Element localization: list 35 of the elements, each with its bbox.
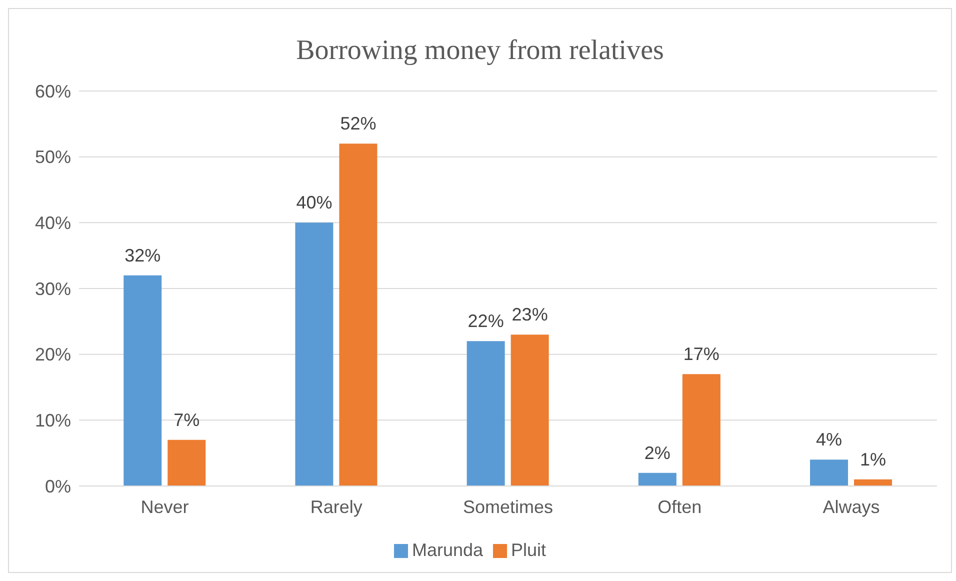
x-tick-label: Often: [658, 496, 702, 517]
bar: [810, 460, 848, 486]
data-label: 52%: [340, 114, 376, 134]
x-tick-label: Sometimes: [462, 496, 554, 517]
data-label: 32%: [124, 245, 161, 266]
chart-title: Borrowing money from relatives: [295, 35, 665, 67]
legend-label: Pluit: [511, 540, 546, 560]
bar: [295, 222, 334, 486]
bar: [124, 275, 162, 486]
bar: [510, 334, 549, 486]
data-label: 2%: [644, 442, 670, 463]
y-tick-label: 50%: [34, 147, 71, 168]
data-label: 22%: [468, 311, 504, 332]
bar: [682, 374, 720, 486]
data-label: 1%: [860, 449, 886, 470]
y-tick-label: 30%: [34, 278, 71, 299]
bar: [638, 472, 676, 486]
y-tick-label: 40%: [34, 213, 71, 234]
bar: [339, 144, 378, 486]
x-tick-label: Rarely: [310, 496, 362, 517]
y-tick-label: 60%: [34, 81, 71, 102]
y-tick-label: 0%: [44, 476, 71, 496]
y-tick-label: 20%: [34, 344, 71, 365]
data-label: 23%: [512, 304, 548, 325]
data-label: 7%: [174, 410, 200, 430]
data-label: 17%: [683, 344, 720, 364]
data-label: 40%: [296, 192, 332, 213]
x-tick-label: Always: [822, 496, 880, 517]
bar: [168, 440, 206, 486]
legend-label: Marunda: [412, 540, 484, 560]
bar: [854, 479, 892, 486]
data-label: 4%: [816, 430, 842, 450]
bar: [466, 341, 505, 486]
x-tick-label: Never: [140, 496, 189, 517]
y-tick-label: 10%: [34, 410, 71, 431]
